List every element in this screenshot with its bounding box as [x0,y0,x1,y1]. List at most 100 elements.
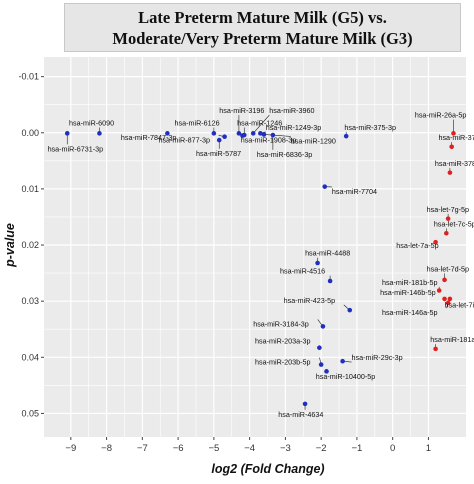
point-label: hsa-miR-4488 [305,249,350,258]
data-point-down [240,133,245,138]
x-tick-label: 1 [426,443,431,454]
data-point-down [343,133,349,139]
x-tick-label: −8 [101,443,112,454]
x-tick-label: −1 [352,443,363,454]
chart-title: Late Preterm Mature Milk (G5) vs. Modera… [64,3,461,52]
point-label: hsa-miR-6731-3p [48,144,104,153]
point-label: hsa-let-7g-5p [427,205,469,214]
chart-title-line-1: Late Preterm Mature Milk (G5) vs. [138,8,387,27]
point-label: hsa-miR-26a-5p [415,111,467,120]
point-label: hsa-miR-6090 [69,118,114,127]
data-point-up [451,131,456,136]
point-label: hsa-miR-7847-3p [121,133,177,142]
data-point-up [447,296,453,302]
x-tick-label: −3 [280,443,291,454]
data-point-down [302,401,308,407]
data-point-up [449,144,454,150]
point-label: hsa-miR-203a-3p [255,336,311,345]
plot-panel [44,57,466,437]
y-tick-label: 0.00 [21,128,39,138]
point-label: hsa-miR-378c [438,133,474,142]
data-point-up [433,346,438,352]
x-tick-label: −9 [65,443,76,454]
point-label: hsa-miR-1290 [291,136,336,145]
point-label: hsa-miR-3196 [219,106,264,115]
x-tick-label: −6 [173,443,184,454]
data-point-down [222,134,227,140]
data-point-up [433,239,438,245]
point-label: hsa-miR-29c-3p [352,353,403,362]
data-point-down [258,131,263,136]
data-point-down [320,324,326,329]
point-label: hsa-miR-375-3p [344,123,396,132]
y-tick-label: 0.05 [21,408,39,418]
point-label: hsa-miR-10400-5p [316,372,376,381]
point-label: hsa-miR-1908-3p [241,135,297,144]
y-tick-label: 0.03 [21,296,39,306]
y-tick-label: 0.02 [21,240,39,250]
x-axis-label: log2 (Fold Change) [211,462,324,476]
data-point-down [216,137,222,143]
data-point-down [322,184,328,189]
point-label: hsa-miR-4634 [278,410,323,419]
label-connector [252,114,270,134]
x-tick-label: −2 [316,443,327,454]
data-point-up [442,277,447,283]
point-label: hsa-miR-378a-3p [435,159,474,168]
data-points [64,131,456,407]
data-point-down [340,358,345,364]
data-point-up [444,230,449,236]
data-point-down [211,131,217,136]
point-label: hsa-let-7i-5p [445,300,474,309]
data-point-down [64,131,70,136]
data-point-down [315,260,320,266]
data-point-down [327,278,333,284]
label-connector [263,134,291,137]
point-label: hsa-miR-5787 [196,149,241,158]
x-tick-label: −7 [137,443,148,454]
grid-lines [44,57,466,437]
point-label: hsa-miR-181a-5p [430,335,474,344]
y-tick-label: 0.04 [21,352,39,362]
data-point-up [436,288,442,293]
data-point-down [324,369,329,374]
point-label: hsa-miR-146a-5p [382,308,438,317]
point-label: hsa-miR-1249-3p [266,123,322,132]
point-label: hsa-let-7c-5p [434,220,474,229]
data-point-down [318,362,324,367]
point-label: hsa-miR-6126 [175,118,220,127]
x-tick-label: −5 [208,443,219,454]
point-label: hsa-miR-6836-3p [257,150,313,159]
point-label: hsa-let-7d-5p [427,264,469,273]
point-label: hsa-let-7a-5p [396,241,438,250]
data-point-down [270,132,276,138]
data-point-down [236,131,242,136]
y-axis-label: p-value [3,223,17,268]
y-axis-ticks: -0.01 0.00 0.01 0.02 0.03 0.04 0.05 [18,72,44,418]
data-point-down [250,131,256,136]
point-label: hsa-miR-1246 [237,118,282,127]
data-point-up [447,170,453,175]
data-point-down [317,345,322,351]
point-label: hsa-miR-3184-3p [253,319,309,328]
x-tick-label: 0 [390,443,395,454]
data-point-down [165,131,170,136]
data-point-down [347,307,353,313]
data-point-up [445,216,451,221]
point-label: hsa-miR-181b-5p [382,278,438,287]
data-point-down [261,132,267,137]
chart-title-line-2: Moderate/Very Preterm Mature Milk (G3) [112,29,413,48]
point-label: hsa-miR-423-5p [284,296,336,305]
x-axis-ticks: −9 −8 −7 −6 −5 −4 −3 −2 −1 0 1 [65,437,431,454]
point-labels: hsa-miR-6090 hsa-miR-6731-3p hsa-miR-7847-… [48,106,474,419]
point-label: hsa-miR-7704 [332,187,377,196]
y-tick-label: 0.01 [21,184,39,194]
point-label: hsa-miR-146b-5p [380,288,436,297]
point-label: hsa-miR-4516 [280,267,325,276]
point-label: hsa-miR-203b-5p [255,358,311,367]
x-tick-label: −4 [244,443,255,454]
data-point-down [97,131,102,136]
y-tick-label: -0.01 [18,72,39,82]
data-point-up [442,296,447,302]
